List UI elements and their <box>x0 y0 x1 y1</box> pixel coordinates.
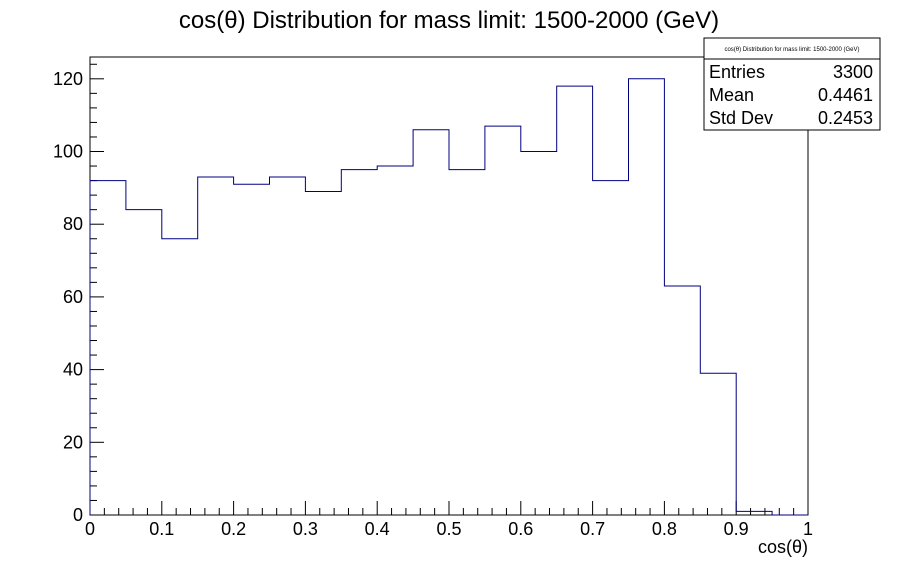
x-tick-label: 0.1 <box>149 519 174 539</box>
histogram-bin <box>126 210 162 515</box>
x-tick-label: 0.6 <box>508 519 533 539</box>
histogram-bin <box>485 126 521 515</box>
histogram-bin <box>198 177 234 515</box>
histogram-bin <box>700 373 736 515</box>
histogram-bin <box>629 79 665 515</box>
histogram-bin <box>162 239 198 515</box>
histogram-bin <box>736 511 772 515</box>
x-axis-label: cos(θ) <box>758 537 808 557</box>
x-tick-label: 0.4 <box>365 519 390 539</box>
y-tick-label: 20 <box>63 432 83 452</box>
y-tick-label: 0 <box>73 505 83 525</box>
y-axis: 0 20 40 60 80 100 120 <box>53 63 104 525</box>
histogram-bin <box>449 170 485 515</box>
x-axis: 0 0.1 0.2 0.3 0.4 0.5 0.6 0.7 0.8 0.9 1 <box>85 501 813 539</box>
x-tick-label: 0.8 <box>652 519 677 539</box>
y-tick-label: 120 <box>53 69 83 89</box>
histogram-bin <box>413 130 449 515</box>
histogram-bin <box>593 181 629 515</box>
stats-stddev-label: Std Dev <box>709 108 773 128</box>
histogram-bin <box>341 170 377 515</box>
x-tick-label: 0.9 <box>724 519 749 539</box>
y-tick-label: 80 <box>63 214 83 234</box>
stats-mean-label: Mean <box>709 85 754 105</box>
x-tick-label: 0.5 <box>436 519 461 539</box>
histogram-bin <box>270 177 306 515</box>
histogram-bin <box>664 286 700 515</box>
histogram-bin <box>377 166 413 515</box>
x-tick-label: 0.3 <box>293 519 318 539</box>
stats-stddev-value: 0.2453 <box>818 108 873 128</box>
y-tick-label: 100 <box>53 142 83 162</box>
histogram-outline <box>89 78 808 516</box>
x-tick-label: 0.2 <box>221 519 246 539</box>
y-tick-label: 40 <box>63 360 83 380</box>
y-tick-label: 60 <box>63 287 83 307</box>
chart-title: cos(θ) Distribution for mass limit: 1500… <box>179 7 719 34</box>
x-tick-label: 0.7 <box>580 519 605 539</box>
x-tick-label: 1 <box>803 519 813 539</box>
histogram-bin <box>90 181 126 515</box>
stats-entries-value: 3300 <box>833 62 873 82</box>
histogram-bin <box>305 191 341 515</box>
stats-mean-value: 0.4461 <box>818 85 873 105</box>
stats-entries-label: Entries <box>709 62 765 82</box>
stats-box-title: cos(θ) Distribution for mass limit: 1500… <box>724 47 859 53</box>
histogram-bin <box>521 152 557 515</box>
stats-box: cos(θ) Distribution for mass limit: 1500… <box>703 37 881 131</box>
histogram-bin <box>557 86 593 515</box>
histogram-bins <box>90 79 772 515</box>
histogram-bin <box>234 184 270 515</box>
x-tick-label: 0 <box>85 519 95 539</box>
